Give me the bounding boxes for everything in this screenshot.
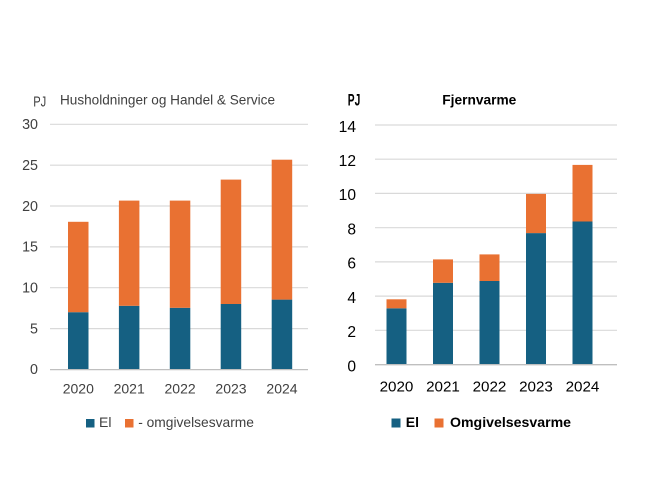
svg-text:20: 20 [22,199,38,215]
svg-text:Omgivelsesvarme: Omgivelsesvarme [450,414,571,430]
svg-text:2021: 2021 [114,381,145,397]
svg-text:2: 2 [347,324,356,341]
svg-text:8: 8 [347,222,356,239]
svg-text:2020: 2020 [380,378,414,395]
svg-text:Husholdninger og Handel & Serv: Husholdninger og Handel & Service [60,92,275,107]
svg-text:PJ: PJ [33,93,46,110]
svg-text:2021: 2021 [426,378,460,395]
svg-text:2023: 2023 [215,381,246,397]
svg-text:PJ: PJ [348,92,361,110]
svg-text:2023: 2023 [519,378,553,395]
svg-text:14: 14 [339,119,357,136]
svg-text:10: 10 [22,281,38,297]
svg-text:12: 12 [339,153,356,170]
svg-text:2024: 2024 [566,378,600,395]
svg-text:25: 25 [22,158,38,174]
svg-text:El: El [406,414,419,430]
svg-text:0: 0 [30,362,38,378]
svg-text:- omgivelsesvarme: - omgivelsesvarme [138,415,254,430]
svg-text:10: 10 [339,187,357,204]
svg-text:El: El [99,414,111,430]
svg-text:0: 0 [347,358,356,375]
svg-text:5: 5 [30,321,38,337]
svg-text:30: 30 [22,117,38,133]
svg-text:2022: 2022 [165,381,196,397]
svg-text:15: 15 [22,240,38,256]
svg-text:6: 6 [347,256,356,273]
svg-text:2022: 2022 [473,378,507,395]
svg-text:2024: 2024 [266,381,297,397]
svg-text:Fjernvarme: Fjernvarme [442,92,516,108]
svg-text:2020: 2020 [63,381,94,397]
svg-text:4: 4 [347,290,356,307]
